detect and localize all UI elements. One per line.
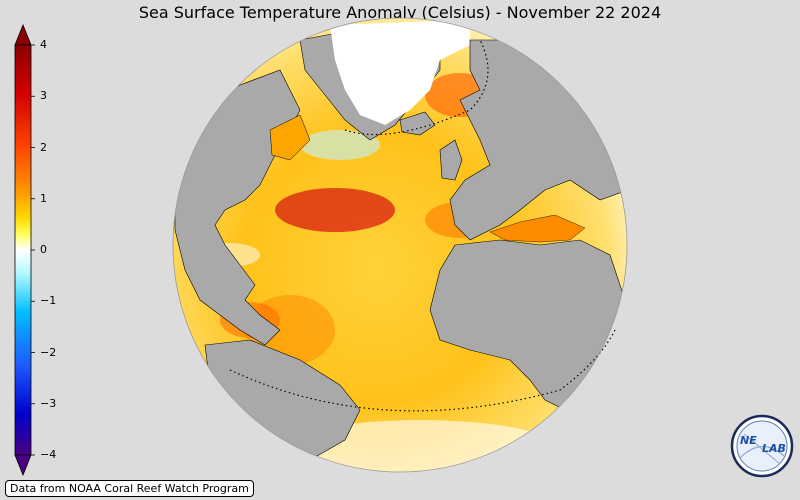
arctic-sea-ice — [330, 20, 470, 125]
british-isles-land — [439, 139, 463, 181]
colorbar-tick-label: 3 — [40, 89, 47, 103]
colorbar-tick-label: 0 — [40, 243, 47, 256]
arctic-circle-line — [344, 39, 489, 136]
mediterranean-sea — [489, 214, 586, 243]
iceland-land — [399, 111, 436, 136]
svg-text:NE: NE — [740, 434, 757, 447]
gulf-stream-warm-anomaly — [275, 188, 395, 232]
hudson-bay-water — [269, 114, 311, 161]
colorbar-tick-label: −3 — [40, 396, 57, 410]
labrador-cool-area — [300, 130, 380, 160]
globe-outline — [172, 17, 628, 473]
map-title: Sea Surface Temperature Anomaly (Celsius… — [138, 3, 662, 22]
tropic-line — [229, 329, 616, 412]
svg-text:LAB: LAB — [762, 442, 786, 455]
colorbar-tick-label: −2 — [40, 345, 57, 359]
nexlab-logo: NE LAB — [730, 414, 794, 478]
data-credit: Data from NOAA Coral Reef Watch Program — [5, 480, 254, 497]
colorbar-tick-label: 4 — [40, 38, 47, 51]
colorbar-tick-label: 1 — [40, 191, 47, 205]
colorbar-tick-label: −4 — [40, 448, 57, 461]
colorbar — [14, 23, 35, 477]
north-america-land — [174, 69, 301, 346]
colorbar-tick-label: 2 — [40, 140, 47, 154]
colorbar-tick-label: −1 — [40, 294, 57, 308]
colorbar-min-arrow — [14, 454, 32, 477]
